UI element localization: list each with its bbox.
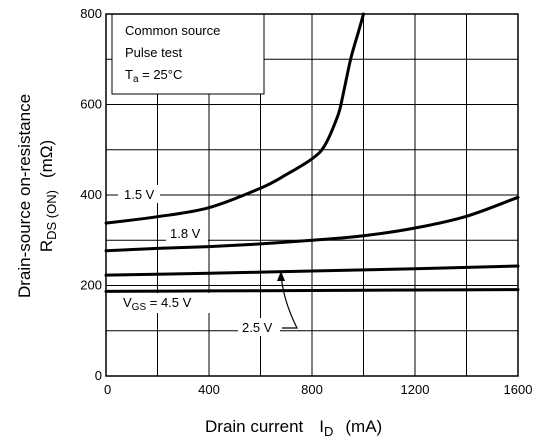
x-axis-unit: (mA) [345,417,382,436]
label-bg-vgs [118,293,216,313]
x-axis-symbol: I [319,417,324,436]
plot-frame [105,13,519,377]
arrow-head-2-5v [277,271,285,281]
y-tick-labels: 0 200 400 600 800 [80,6,102,383]
series-label-1-5v: 1.5 V [124,187,155,202]
x-axis-label-text: Drain current [205,417,304,436]
vgs-value: = 4.5 V [146,295,191,310]
x-axis-label: Drain current ID (mA) [205,417,382,439]
y-axis-label-line1: Drain-source on-resistance [15,94,34,298]
vgs-subscript: GS [132,302,147,313]
series-label-1-8v: 1.8 V [170,226,201,241]
series-line-0 [104,12,365,225]
curves [104,12,520,293]
x-tick-label: 1600 [504,382,533,397]
label-bg-2-5v [238,318,280,336]
x-axis-subscript: D [324,424,333,439]
y-tick-label: 800 [80,6,102,21]
y-axis-symbol: R [37,240,56,252]
y-tick-label: 400 [80,187,102,202]
x-tick-label: 800 [301,382,323,397]
y-tick-label: 200 [80,278,102,293]
x-tick-label: 400 [198,382,220,397]
label-bg-1-5v [118,185,160,203]
y-tick-label: 600 [80,97,102,112]
ta-symbol: T [125,67,133,82]
x-tick-labels: 0 400 800 1200 1600 [104,382,532,397]
ta-value: = 25°C [139,67,183,82]
condition-line-1: Common source [125,23,220,38]
y-tick-label: 0 [95,368,102,383]
label-leader-2-5v [280,273,298,329]
label-bg-1-8v [166,224,208,242]
condition-line-2: Pulse test [125,45,182,60]
y-axis-unit: (mΩ) [37,140,56,178]
x-tick-label: 0 [104,382,111,397]
vgs-symbol: V [123,295,132,310]
y-axis-subscript: DS (ON) [44,190,59,240]
series-line-1 [104,195,520,253]
x-tick-label: 1200 [401,382,430,397]
series-label-vgs-4-5v: VGS = 4.5 V [123,295,192,313]
ta-subscript: a [133,74,139,85]
conditions-box [111,13,265,95]
series-label-2-5v: 2.5 V [242,320,273,335]
y-axis-label-group: Drain-source on-resistance RDS (ON) (mΩ) [15,94,59,298]
condition-temperature: Ta = 25°C [125,67,182,85]
series-line-2 [104,264,520,277]
series-line-3 [104,288,520,293]
y-axis-label-line2: RDS (ON) (mΩ) [37,140,59,252]
